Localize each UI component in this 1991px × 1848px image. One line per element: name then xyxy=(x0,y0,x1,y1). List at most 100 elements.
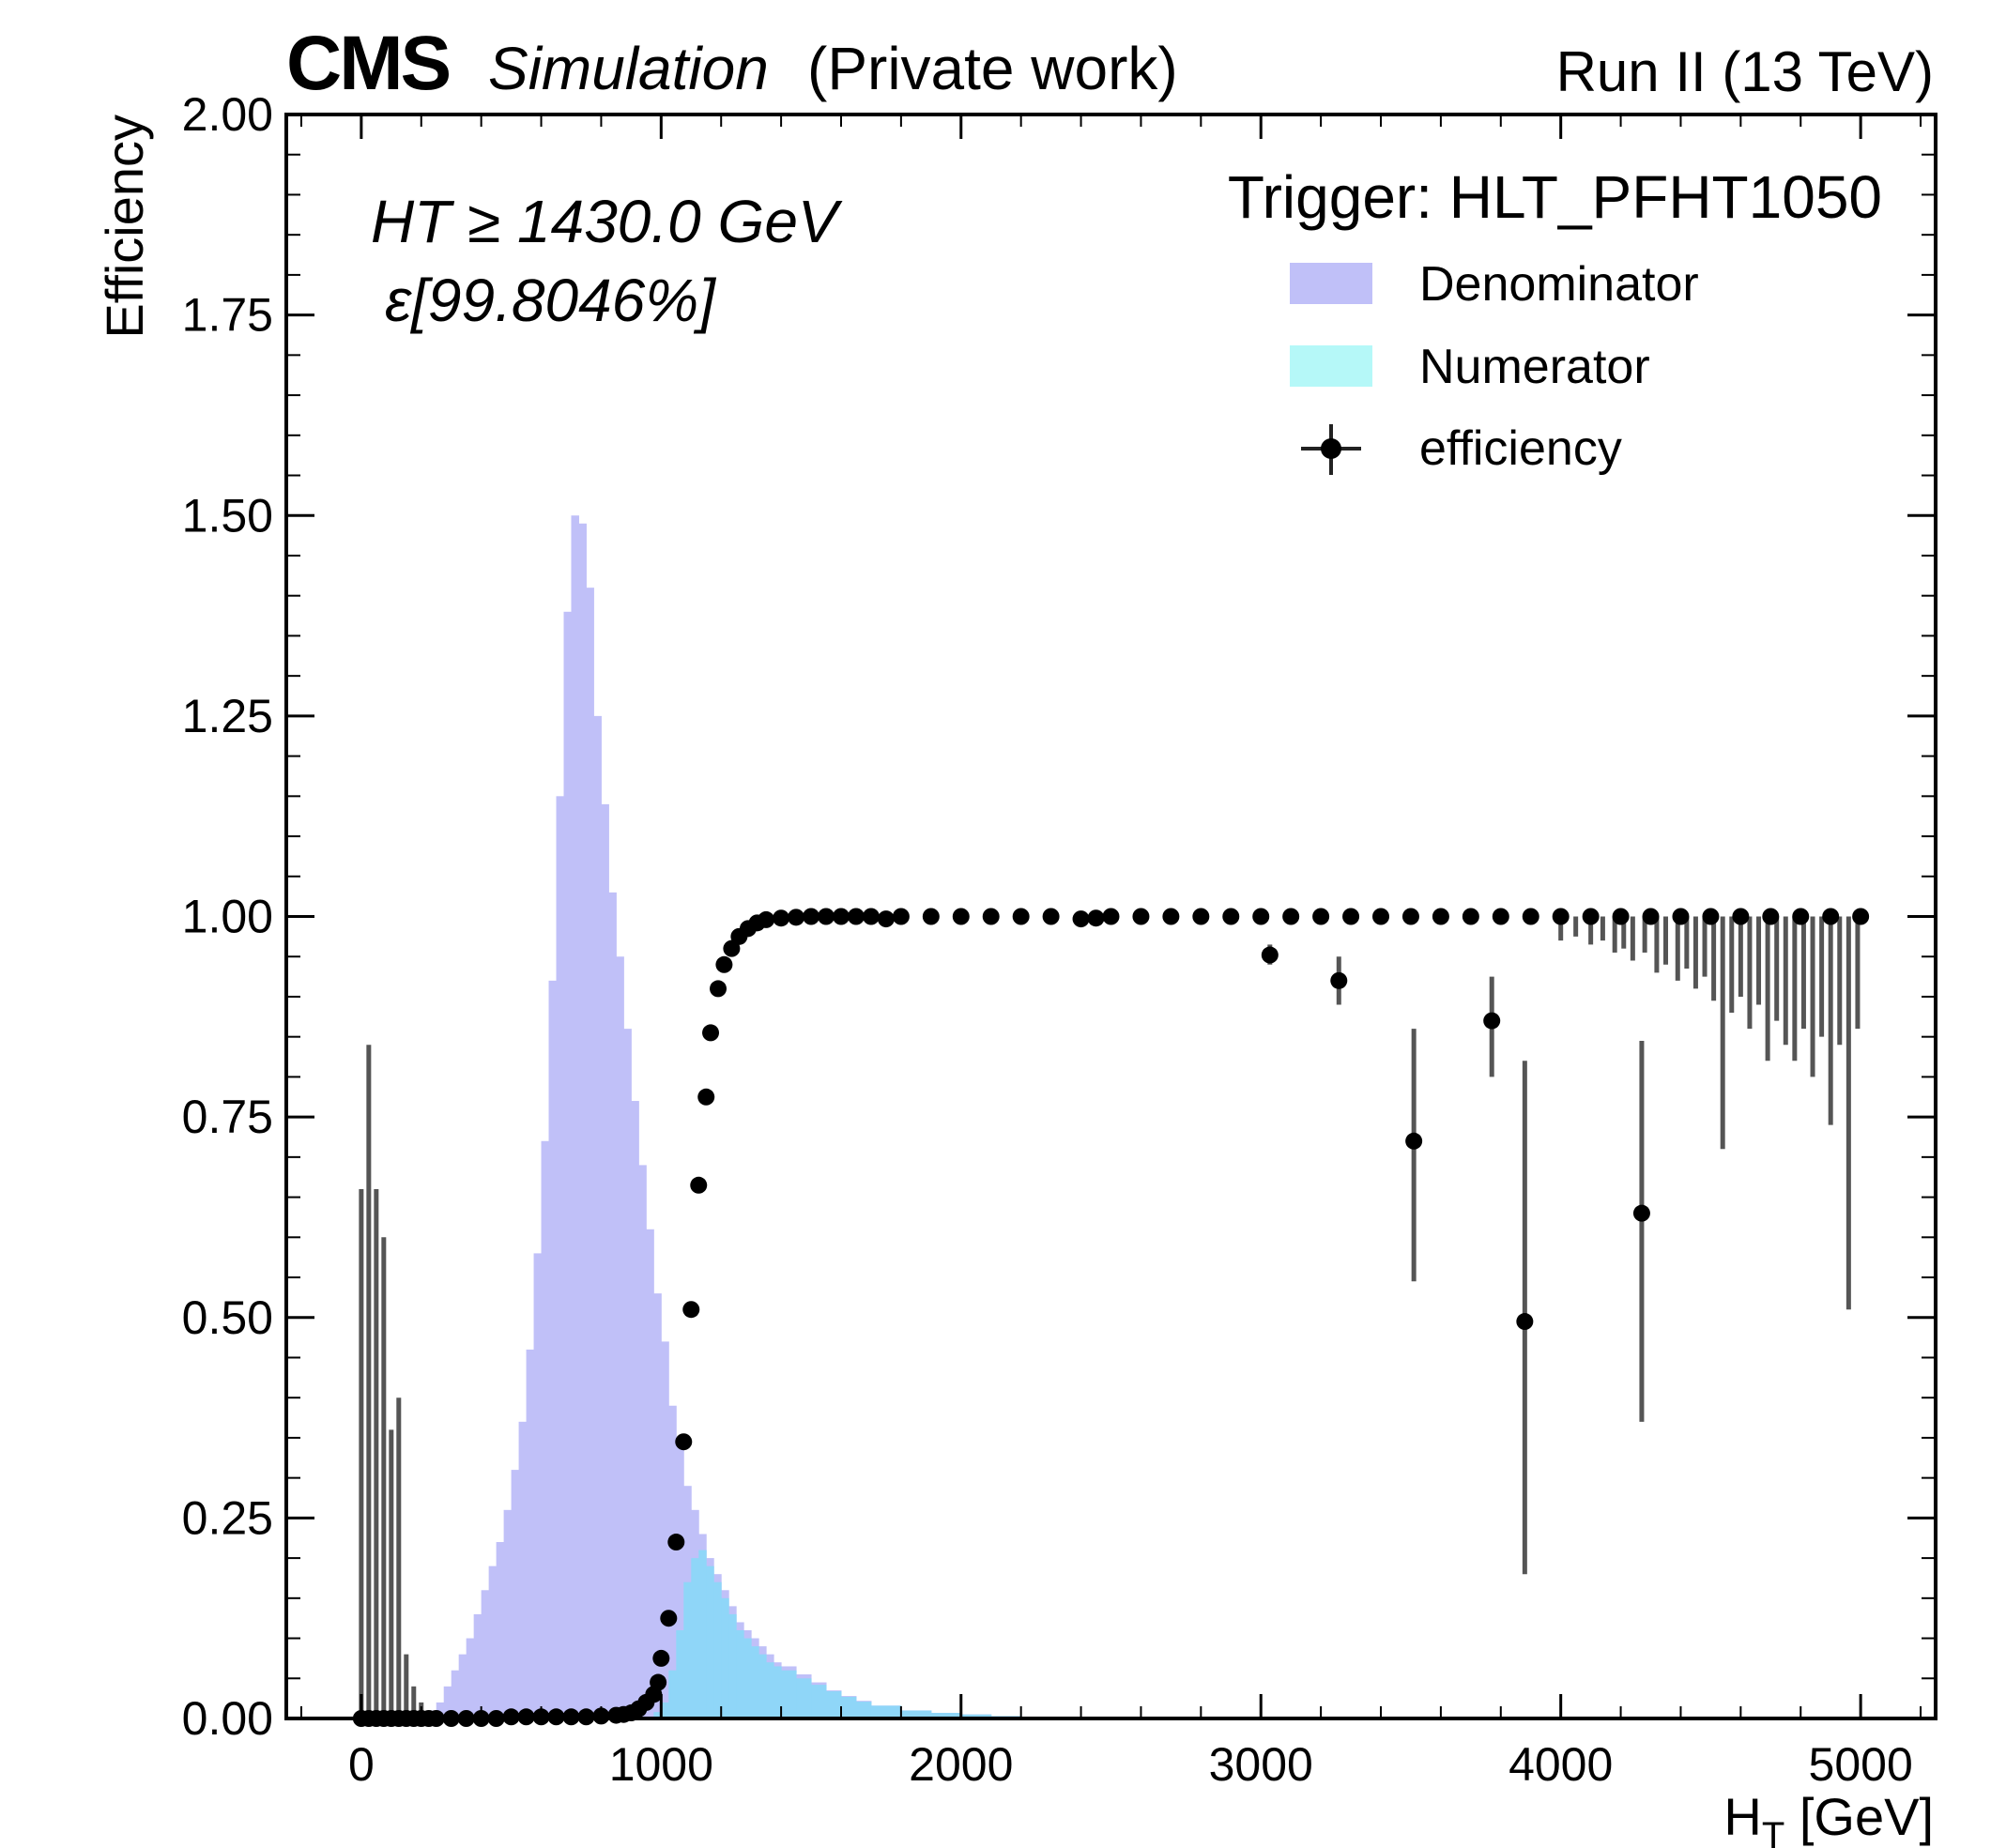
efficiency-point xyxy=(697,1088,715,1106)
efficiency-point xyxy=(1632,1204,1650,1222)
legend-numerator-label: Numerator xyxy=(1419,340,1650,394)
y-tick-label: 0.75 xyxy=(182,1091,273,1143)
numerator-bar xyxy=(713,1581,722,1718)
efficiency-point xyxy=(1312,908,1330,925)
efficiency-point xyxy=(1522,908,1539,925)
denominator-bar xyxy=(436,1702,445,1718)
efficiency-point xyxy=(1483,1012,1501,1030)
efficiency-point xyxy=(758,910,775,928)
efficiency-point xyxy=(1852,908,1870,925)
simulation-label: Simulation xyxy=(488,35,769,102)
numerator-bar xyxy=(758,1654,767,1718)
efficiency-point xyxy=(1072,910,1090,928)
legend-denominator-swatch xyxy=(1290,263,1372,304)
numerator-bar xyxy=(698,1550,707,1718)
efficiency-point xyxy=(877,910,895,928)
efficiency-point xyxy=(1282,908,1300,925)
numerator-bar xyxy=(781,1670,797,1718)
efficiency-point xyxy=(1552,908,1570,925)
denominator-bar xyxy=(451,1670,460,1718)
legend-trigger-title: Trigger: HLT_PFHT1050 xyxy=(1228,163,1882,231)
efficiency-point xyxy=(1042,908,1060,925)
denominator-bar xyxy=(601,803,609,1718)
legend-denominator-label: Denominator xyxy=(1419,257,1699,312)
x-tick-label: 3000 xyxy=(1209,1738,1313,1791)
numerator-bar xyxy=(900,1710,932,1718)
efficiency-point xyxy=(1642,908,1660,925)
legend-efficiency-marker xyxy=(1301,424,1361,475)
denominator-bar xyxy=(473,1613,482,1718)
x-tick-label: 4000 xyxy=(1509,1738,1613,1791)
numerator-bar xyxy=(870,1705,902,1718)
numerator-bar xyxy=(826,1690,842,1718)
numerator-bar xyxy=(676,1630,684,1718)
numerator-bar xyxy=(683,1581,692,1718)
y-tick-label: 1.75 xyxy=(182,289,273,342)
y-tick-label: 1.50 xyxy=(182,489,273,542)
x-tick-label: 2000 xyxy=(909,1738,1013,1791)
efficiency-point xyxy=(702,1024,720,1042)
legend-efficiency-label: efficiency xyxy=(1419,421,1622,476)
numerator-bar xyxy=(840,1696,857,1718)
x-tick-label: 5000 xyxy=(1809,1738,1913,1791)
y-tick-label: 0.00 xyxy=(182,1692,273,1745)
denominator-bar xyxy=(616,956,624,1718)
denominator-bar xyxy=(526,1349,535,1718)
numerator-bar xyxy=(743,1638,752,1718)
numerator-histogram xyxy=(646,1550,1082,1718)
efficiency-point xyxy=(723,939,741,957)
numerator-bar xyxy=(811,1685,827,1718)
numerator-bar xyxy=(930,1713,962,1718)
numerator-bar xyxy=(751,1646,759,1718)
efficiency-point xyxy=(682,1301,700,1319)
run-label: Run II (13 TeV) xyxy=(1556,40,1934,103)
efficiency-point xyxy=(847,908,865,925)
denominator-bar xyxy=(458,1654,467,1718)
x-tick-labels: 0 1000 2000 3000 4000 5000 xyxy=(348,1738,1913,1791)
denominator-bar xyxy=(676,1445,684,1718)
legend-numerator-swatch xyxy=(1290,345,1372,387)
efficiency-point xyxy=(1516,1313,1534,1331)
denominator-bar xyxy=(661,1341,669,1718)
numerator-bar xyxy=(796,1678,812,1718)
efficiency-point xyxy=(1252,908,1270,925)
denominator-bar xyxy=(668,1405,677,1718)
efficiency-point xyxy=(1012,908,1030,925)
y-tick-label: 1.00 xyxy=(182,891,273,943)
efficiency-point xyxy=(922,908,940,925)
x-tick-label: 0 xyxy=(348,1738,375,1791)
efficiency-point xyxy=(1222,908,1240,925)
denominator-bar xyxy=(481,1590,490,1718)
efficiency-error-bars xyxy=(359,916,1861,1718)
denominator-histogram xyxy=(428,515,1082,1719)
denominator-bar xyxy=(518,1421,528,1718)
efficiency-point xyxy=(1492,908,1509,925)
efficiency-point xyxy=(1432,908,1449,925)
denominator-bar xyxy=(556,796,564,1718)
efficiency-point xyxy=(1762,908,1780,925)
denominator-bar xyxy=(653,1293,662,1718)
efficiency-point xyxy=(982,908,1000,925)
numerator-bar xyxy=(728,1613,737,1718)
numerator-bar xyxy=(736,1630,744,1718)
efficiency-point xyxy=(788,909,805,926)
numerator-bar xyxy=(721,1597,729,1718)
denominator-bar xyxy=(548,980,558,1718)
denominator-bar xyxy=(533,1253,543,1718)
efficiency-point xyxy=(1372,908,1390,925)
numerator-bar xyxy=(706,1565,714,1718)
denominator-bar xyxy=(608,892,617,1718)
efficiency-point xyxy=(667,1534,685,1551)
denominator-bar xyxy=(488,1565,498,1718)
efficiency-point xyxy=(1102,908,1120,925)
denominator-bar xyxy=(638,1165,647,1718)
y-tick-label: 0.50 xyxy=(182,1291,273,1344)
efficiency-point xyxy=(1261,946,1279,964)
efficiency-point xyxy=(1162,908,1180,925)
efficiency-point xyxy=(1462,908,1479,925)
y-tick-label: 0.25 xyxy=(182,1491,273,1544)
numerator-bar xyxy=(668,1670,677,1718)
efficiency-annotation: ε[99.8046%] xyxy=(385,267,716,334)
numerator-bar xyxy=(960,1714,992,1718)
